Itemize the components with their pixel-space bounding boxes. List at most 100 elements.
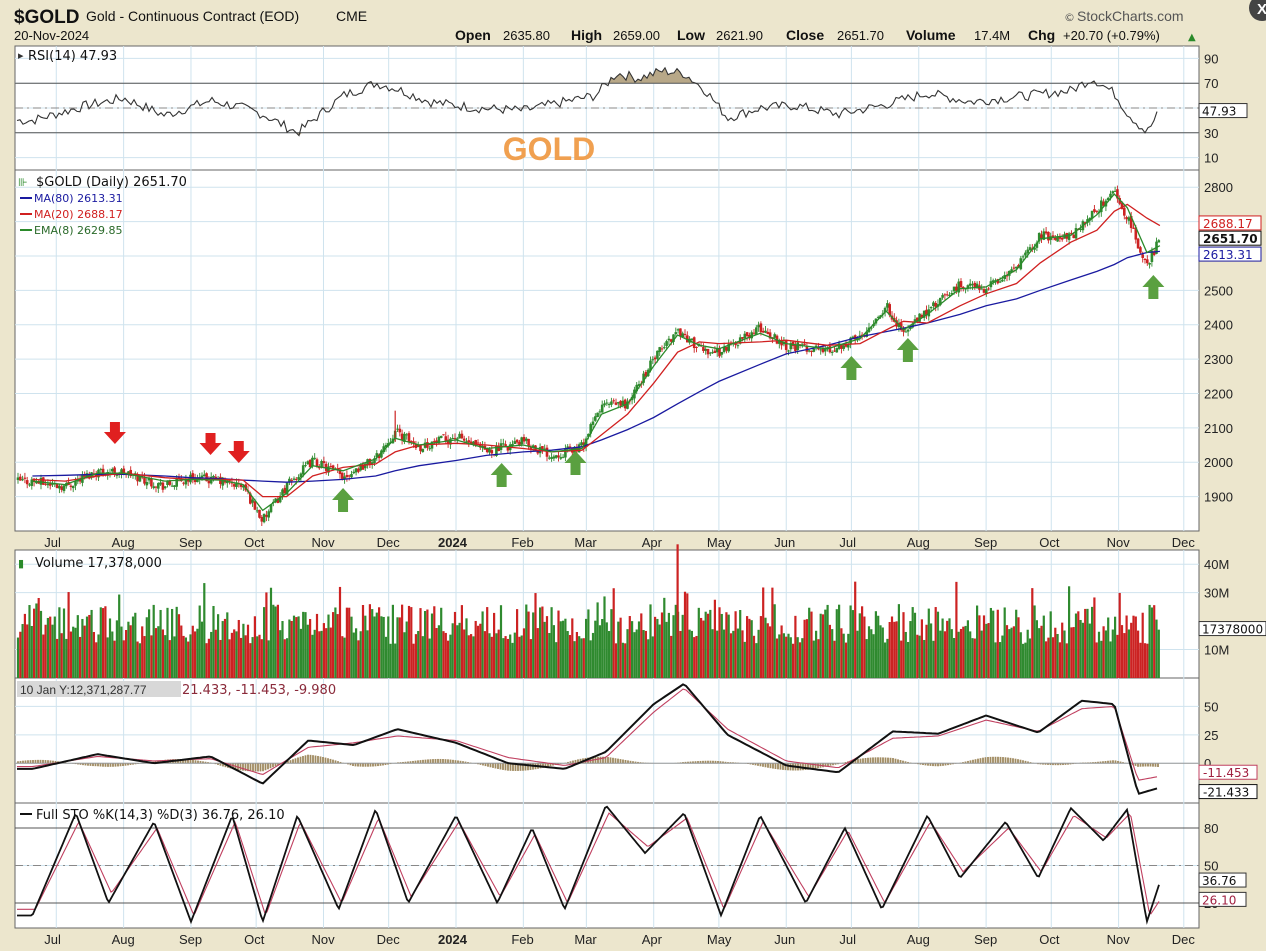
price-candle-body bbox=[306, 461, 310, 465]
close-button-circle[interactable] bbox=[1249, 0, 1266, 21]
price-candle-body bbox=[212, 475, 215, 478]
volume-bar bbox=[391, 604, 394, 678]
macd-histogram-bar bbox=[777, 763, 779, 770]
volume-bar bbox=[299, 628, 302, 678]
volume-bar bbox=[962, 626, 965, 678]
macd-histogram-bar bbox=[1022, 760, 1024, 764]
price-candle-body bbox=[812, 348, 816, 352]
volume-bar bbox=[83, 625, 86, 678]
volume-bar bbox=[221, 621, 224, 678]
volume-bar bbox=[72, 626, 75, 678]
volume-bar bbox=[826, 604, 829, 678]
volume-bar bbox=[957, 631, 960, 678]
price-candle-body bbox=[444, 436, 448, 442]
volume-bar bbox=[953, 637, 956, 678]
stochastic-x-tick: Feb bbox=[511, 932, 533, 947]
price-candle-body bbox=[433, 441, 436, 443]
macd-histogram-bar bbox=[347, 763, 349, 765]
macd-histogram-bar bbox=[774, 763, 777, 769]
macd-histogram-bar bbox=[524, 763, 527, 771]
ema8-legend-text: EMA(8) 2629.85 bbox=[34, 224, 123, 237]
volume-bar bbox=[994, 642, 997, 678]
macd-histogram-bar bbox=[1029, 762, 1032, 764]
macd-histogram-bar bbox=[374, 763, 377, 767]
macd-histogram-bar bbox=[257, 763, 259, 772]
volume-bar bbox=[762, 587, 765, 678]
volume-bar bbox=[697, 607, 700, 678]
price-candle-body bbox=[623, 399, 627, 409]
rsi-title-text: RSI(14) 47.93 bbox=[28, 49, 117, 64]
macd-hover-box bbox=[17, 681, 181, 697]
volume-bar bbox=[999, 642, 1002, 678]
volume-bar bbox=[796, 637, 799, 678]
price-candle-body bbox=[1060, 237, 1064, 240]
volume-bar bbox=[495, 633, 498, 678]
volume-bar bbox=[663, 597, 666, 678]
volume-bar bbox=[214, 629, 217, 678]
volume-bar bbox=[175, 606, 178, 678]
macd-histogram-bar bbox=[609, 757, 612, 764]
macd-histogram-bar bbox=[267, 763, 269, 770]
macd-histogram-bar bbox=[997, 756, 999, 764]
macd-histogram-bar bbox=[122, 763, 124, 766]
price-candle-body bbox=[1042, 231, 1046, 240]
volume-bar bbox=[654, 616, 657, 678]
price-candle-body bbox=[706, 348, 710, 355]
volume-bar bbox=[375, 612, 378, 678]
price-candle-body bbox=[375, 453, 379, 458]
macd-histogram-bar bbox=[904, 761, 907, 764]
volume-bar bbox=[729, 633, 733, 678]
volume-bar bbox=[141, 626, 144, 678]
macd-histogram-bar bbox=[1137, 763, 1139, 767]
macd-title: 10 Jan Y:12,371,287.77 21.433, -11.453, … bbox=[17, 681, 336, 698]
volume-bar bbox=[33, 608, 36, 678]
volume-bar bbox=[1063, 630, 1066, 678]
volume-bar bbox=[274, 606, 277, 678]
macd-histogram-bar bbox=[182, 759, 184, 764]
volume-bar bbox=[295, 617, 298, 678]
macd-histogram-bar bbox=[897, 759, 899, 764]
macd-histogram-bar bbox=[49, 760, 52, 764]
volume-bar bbox=[683, 591, 687, 678]
volume-bar bbox=[364, 615, 367, 678]
macd-histogram-bar bbox=[247, 763, 249, 772]
volume-bar bbox=[932, 640, 935, 678]
macd-histogram-bar bbox=[977, 758, 979, 764]
macd-histogram-bar bbox=[622, 759, 624, 764]
volume-bar bbox=[612, 588, 615, 678]
price-candle-body bbox=[442, 434, 445, 436]
volume-bar bbox=[1104, 630, 1107, 678]
stochastic-x-tick: Nov bbox=[1107, 932, 1131, 947]
price-candle-body bbox=[430, 441, 434, 449]
price-candle-body bbox=[462, 438, 466, 441]
price-candle-body bbox=[531, 445, 535, 448]
macd-histogram-bar bbox=[577, 759, 579, 764]
volume-bar bbox=[1134, 616, 1137, 678]
volume-bar bbox=[26, 624, 29, 678]
price-candle-body bbox=[876, 316, 880, 318]
price-candle-body bbox=[621, 400, 625, 406]
macd-histogram-bar bbox=[617, 758, 619, 764]
macd-histogram-bar bbox=[322, 757, 324, 764]
macd-histogram-bar bbox=[249, 763, 252, 772]
symbol-title: $GOLD bbox=[14, 7, 79, 28]
macd-histogram-bar bbox=[317, 755, 319, 764]
price-candle-body bbox=[161, 482, 165, 490]
price-candle-body bbox=[950, 293, 954, 295]
close-icon[interactable]: X bbox=[1257, 1, 1266, 18]
price-candle-body bbox=[313, 457, 316, 459]
volume-bar bbox=[580, 638, 583, 678]
volume-bar bbox=[460, 605, 463, 678]
volume-bar bbox=[235, 631, 238, 678]
volume-bar bbox=[1056, 634, 1059, 678]
price-candle-body bbox=[163, 486, 167, 489]
price-candle-body bbox=[311, 457, 314, 467]
volume-bar bbox=[502, 638, 505, 678]
macd-histogram-bar bbox=[1047, 763, 1049, 765]
close-window-button[interactable]: X bbox=[1249, 0, 1266, 21]
volume-bar bbox=[499, 605, 503, 678]
price-candle-body bbox=[932, 302, 935, 307]
macd-histogram-bar bbox=[1059, 763, 1062, 766]
macd-histogram-bar bbox=[639, 762, 642, 764]
